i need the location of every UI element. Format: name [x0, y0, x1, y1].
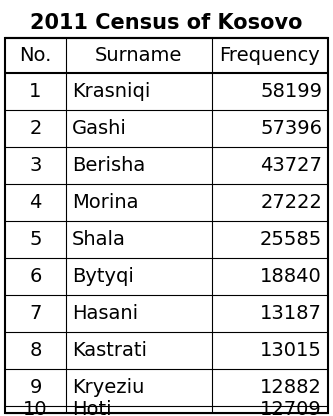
Text: Morina: Morina	[72, 193, 139, 212]
Text: Hoti: Hoti	[72, 400, 112, 416]
Text: 6: 6	[29, 267, 42, 286]
Text: 58199: 58199	[260, 82, 322, 101]
Text: 12882: 12882	[260, 378, 322, 397]
Text: 43727: 43727	[260, 156, 322, 175]
Text: 5: 5	[29, 230, 42, 249]
Text: 25585: 25585	[260, 230, 322, 249]
Text: Frequency: Frequency	[219, 46, 320, 65]
Text: 1: 1	[29, 82, 42, 101]
Text: 2011 Census of Kosovo: 2011 Census of Kosovo	[30, 13, 303, 33]
Text: No.: No.	[19, 46, 52, 65]
Text: 27222: 27222	[260, 193, 322, 212]
Text: 13187: 13187	[260, 304, 322, 323]
Text: Berisha: Berisha	[72, 156, 145, 175]
Text: Krasniqi: Krasniqi	[72, 82, 151, 101]
Text: 4: 4	[29, 193, 42, 212]
Text: Surname: Surname	[95, 46, 182, 65]
Text: 57396: 57396	[260, 119, 322, 138]
Text: Shala: Shala	[72, 230, 126, 249]
Text: 10: 10	[23, 400, 48, 416]
Text: 3: 3	[29, 156, 42, 175]
Text: 9: 9	[29, 378, 42, 397]
Text: Bytyqi: Bytyqi	[72, 267, 134, 286]
Text: Kastrati: Kastrati	[72, 341, 147, 360]
Text: Kryeziu: Kryeziu	[72, 378, 145, 397]
Text: Hasani: Hasani	[72, 304, 138, 323]
Text: 8: 8	[29, 341, 42, 360]
Text: 18840: 18840	[260, 267, 322, 286]
Text: 13015: 13015	[260, 341, 322, 360]
Text: 2: 2	[29, 119, 42, 138]
Text: 7: 7	[29, 304, 42, 323]
Text: Gashi: Gashi	[72, 119, 127, 138]
Text: 12709: 12709	[260, 400, 322, 416]
